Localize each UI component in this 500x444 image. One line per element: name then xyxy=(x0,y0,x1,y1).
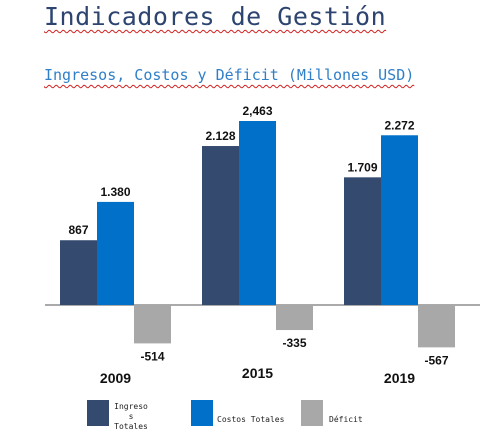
legend-label-costos: Costos Totales xyxy=(217,415,285,424)
bar-2015-1 xyxy=(239,121,276,305)
category-label-2009: 2009 xyxy=(100,370,131,386)
data-label-2009-2: -514 xyxy=(140,349,164,363)
category-label-2015: 2015 xyxy=(242,365,273,381)
data-label-2009-1: 1.380 xyxy=(100,185,130,199)
bar-2015-2 xyxy=(276,305,313,331)
bar-2009-2 xyxy=(134,305,171,344)
data-label-2015-2: -335 xyxy=(282,336,306,350)
chart-subtitle: Ingresos, Costos y Déficit (Millones USD… xyxy=(44,66,415,84)
data-label-2015-1: 2,463 xyxy=(242,104,272,118)
legend-swatch-deficit xyxy=(301,400,323,426)
legend-label-deficit: Déficit xyxy=(329,415,363,424)
bar-2015-0 xyxy=(202,146,239,305)
data-label-2019-0: 1.709 xyxy=(347,160,377,174)
data-label-2019-2: -567 xyxy=(424,353,448,367)
bar-2019-2 xyxy=(418,305,455,348)
bar-2009-0 xyxy=(60,240,97,305)
data-label-2019-1: 2.272 xyxy=(384,118,414,132)
legend-label-ingresos: Ingreso s Totales xyxy=(114,402,148,431)
category-label-2019: 2019 xyxy=(384,370,415,386)
legend-swatch-costos xyxy=(191,400,213,426)
legend-swatch-ingresos xyxy=(87,400,109,426)
bar-2019-1 xyxy=(381,135,418,305)
page-title: Indicadores de Gestión xyxy=(44,2,387,31)
bar-2019-0 xyxy=(344,177,381,305)
data-label-2015-0: 2.128 xyxy=(205,129,235,143)
data-label-2009-0: 867 xyxy=(68,223,88,237)
bar-2009-1 xyxy=(97,201,134,305)
